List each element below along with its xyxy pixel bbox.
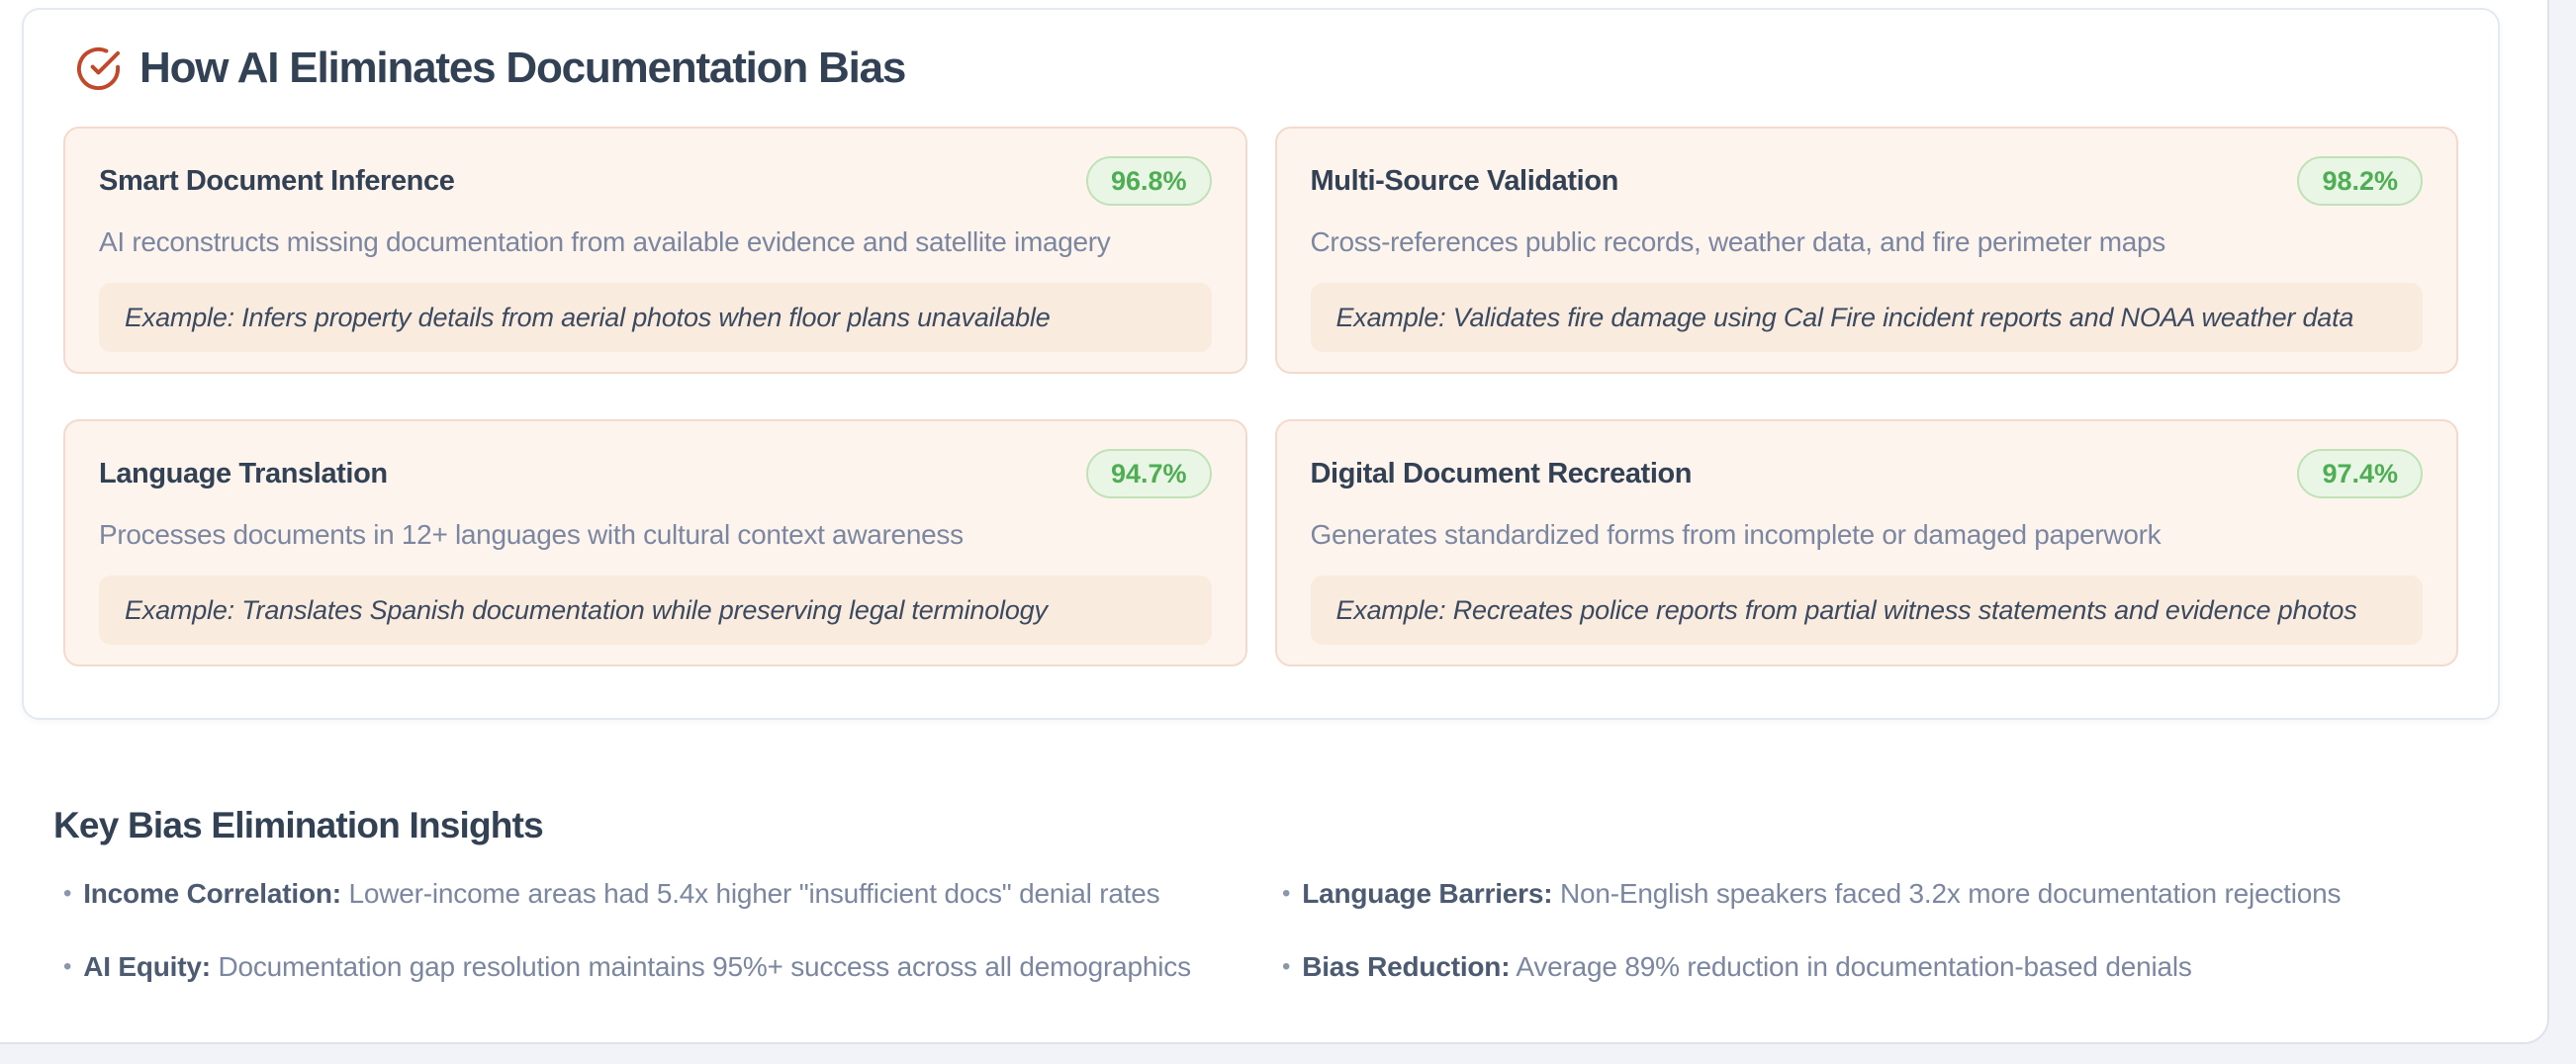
feature-example: Example: Infers property details from ae…: [99, 283, 1212, 352]
bullet-dot: •: [63, 953, 72, 980]
feature-description: Cross-references public records, weather…: [1310, 226, 2166, 257]
feature-title: Digital Document Recreation: [1310, 457, 1693, 489]
feature-card: Language Translation 94.7% Processes doc…: [63, 419, 1247, 666]
check-circle-icon: [75, 45, 122, 92]
feature-description: Processes documents in 12+ languages wit…: [99, 519, 964, 550]
feature-card: Digital Document Recreation 97.4% Genera…: [1274, 419, 2458, 666]
feature-title: Multi-Source Validation: [1310, 164, 1619, 197]
feature-title: Smart Document Inference: [99, 164, 455, 197]
insight-item: • Language Barriers: Non-English speakers…: [1272, 876, 2447, 912]
insight-text: Documentation gap resolution maintains 9…: [218, 951, 1191, 982]
feature-card: Multi-Source Validation 98.2% Cross-refe…: [1274, 127, 2458, 374]
feature-description: AI reconstructs missing documentation fr…: [99, 226, 1111, 257]
insight-item: • Income Correlation: Lower-income areas …: [53, 876, 1272, 912]
feature-title: Language Translation: [99, 457, 388, 489]
insight-label: Income Correlation:: [83, 878, 341, 909]
feature-card-header: Language Translation 94.7%: [99, 449, 1212, 498]
insights-title: Key Bias Elimination Insights: [53, 805, 544, 845]
insight-text: Average 89% reduction in documentation-b…: [1516, 951, 2192, 982]
feature-description: Generates standardized forms from incomp…: [1310, 519, 2162, 550]
accuracy-badge: 96.8%: [1085, 156, 1212, 206]
section-header: How AI Eliminates Documentation Bias: [63, 44, 2458, 93]
insight-text: Lower-income areas had 5.4x higher "insu…: [348, 878, 1160, 909]
insight-item: • AI Equity: Documentation gap resolution…: [53, 949, 1272, 985]
accuracy-badge: 97.4%: [2297, 449, 2423, 498]
insight-label: Bias Reduction:: [1302, 951, 1511, 982]
ai-bias-section: How AI Eliminates Documentation Bias Sma…: [22, 8, 2500, 720]
insight-text: Non-English speakers faced 3.2x more doc…: [1559, 878, 2342, 909]
insight-label: Language Barriers:: [1302, 878, 1553, 909]
feature-grid: Smart Document Inference 96.8% AI recons…: [63, 127, 2458, 666]
bullet-dot: •: [1282, 880, 1291, 907]
insight-label: AI Equity:: [83, 951, 211, 982]
feature-example: Example: Recreates police reports from p…: [1310, 576, 2423, 645]
accuracy-badge: 98.2%: [2297, 156, 2423, 206]
bullet-dot: •: [63, 880, 72, 907]
feature-example: Example: Translates Spanish documentatio…: [99, 576, 1212, 645]
feature-example: Example: Validates fire damage using Cal…: [1310, 283, 2423, 352]
feature-card-header: Multi-Source Validation 98.2%: [1310, 156, 2423, 206]
accuracy-badge: 94.7%: [1085, 449, 1212, 498]
insights-section: Key Bias Elimination Insights • Income Co…: [53, 805, 2447, 985]
feature-card-header: Smart Document Inference 96.8%: [99, 156, 1212, 206]
insight-item: • Bias Reduction: Average 89% reduction i…: [1272, 949, 2447, 985]
feature-card-header: Digital Document Recreation 97.4%: [1310, 449, 2423, 498]
insights-grid: • Income Correlation: Lower-income areas …: [53, 876, 2447, 985]
bullet-dot: •: [1282, 953, 1291, 980]
section-title: How AI Eliminates Documentation Bias: [139, 44, 906, 92]
feature-card: Smart Document Inference 96.8% AI recons…: [63, 127, 1247, 374]
